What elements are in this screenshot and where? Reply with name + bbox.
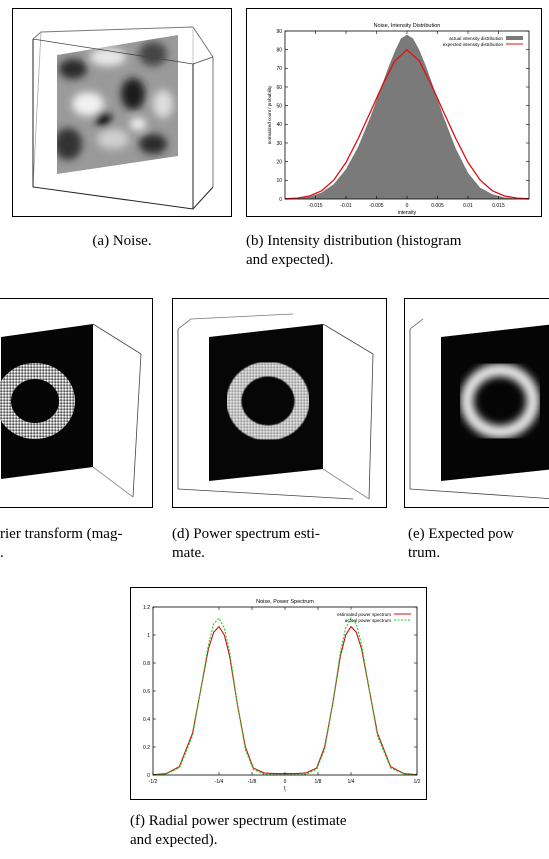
legend-swatch-1 [506,36,523,40]
fourier-magnitude-render [0,323,142,498]
x-tick-label: 0 [406,203,409,209]
y-tick-label: 70 [276,66,282,72]
caption-f-line1: (f) Radial power spectrum (estimate [130,813,347,829]
chart-title: Noise, Power Spectrum [256,599,314,605]
y-tick-label: 0.8 [143,661,150,667]
x-tick-label: 0.005 [431,203,444,209]
panel-fourier-magnitude [0,298,153,508]
y-tick-label: 0.4 [143,717,150,723]
intensity-distribution-chart: -0.015 -0.01 -0.005 0 0.005 0.01 0.015 0 10 20 30 4… [267,23,530,216]
caption-c-line1: rier transform (mag- [0,526,123,542]
panel-intensity-chart: -0.015 -0.01 -0.005 0 0.005 0.01 0.015 0 10 20 30 4… [246,8,542,217]
series-1-area [297,34,517,200]
x-tick-label: -1/8 [248,779,257,785]
x-tick-label: -1/4 [215,779,224,785]
y-tick-label: 50 [276,103,282,109]
caption-a: (a) Noise. [92,233,152,249]
noise-volume-render [32,26,214,210]
panel-power-estimate [172,298,387,508]
y-tick-label: 0 [147,773,150,779]
chart-title: Noise, Intensity Distribution [374,23,441,29]
x-tick-label: 0.015 [492,203,505,209]
caption-b-line2: and expected). [246,252,334,268]
series-2-line [152,617,418,776]
y-tick-label: 90 [276,29,282,35]
y-tick-label: 0.6 [143,689,150,695]
y-tick-label: 20 [276,159,282,165]
y-tick-label: 0.2 [143,745,150,751]
caption-f: (f) Radial power spectrum (estimate and … [130,812,427,850]
plot-frame [152,606,418,776]
panel-noise-volume [12,8,232,217]
x-axis-label: fr [284,786,287,793]
legend-label-2: expected intensity distribution [443,42,504,47]
caption-c-line2: . [0,545,4,561]
legend-label-1: estimated power spectrum [337,612,391,617]
x-tick-label: -0.015 [308,203,322,209]
caption-d: (d) Power spectrum esti- mate. [172,525,387,563]
y-tick-label: 30 [276,141,282,147]
x-tick-label: 0 [284,779,287,785]
y-tick-label: 10 [276,178,282,184]
y-tick-label: 1 [147,633,150,639]
panel-power-chart: -1/2 -1/4 -1/8 0 1/8 1/4 1/2 0 0.2 0.4 0.6 0.8 1 1.2 N… [130,587,427,800]
radial-power-spectrum-chart: -1/2 -1/4 -1/8 0 1/8 1/4 1/2 0 0.2 0.4 0.6 0.8 1 1.2 N… [143,599,421,793]
x-tick-label: 0.01 [463,203,473,209]
x-tick-label: 1/2 [414,779,421,785]
caption-e-line2: trum. [408,545,441,561]
y-tick-label: 1.2 [143,605,150,611]
caption-e: (e) Expected pow trum. [408,525,549,563]
y-axis-label: normalized count / probability [267,85,272,144]
y-tick-label: 60 [276,85,282,91]
power-spectrum-estimate-render [177,313,374,500]
panel-power-expected [404,298,549,508]
x-axis-label: intensity [398,210,417,216]
x-tick-label: -0.005 [369,203,383,209]
caption-e-line1: (e) Expected pow [408,526,514,542]
x-tick-label: 1/4 [348,779,355,785]
caption-d-line1: (d) Power spectrum esti- [172,526,320,542]
caption-c: rier transform (mag- . [0,525,160,563]
y-tick-label: 80 [276,47,282,53]
caption-f-line2: and expected). [130,832,218,848]
x-axis-label-subscript: r [285,789,287,793]
caption-d-line2: mate. [172,545,205,561]
x-tick-label: -0.01 [340,203,352,209]
series-1-line [152,625,418,776]
legend-label-2: actual power spectrum [345,618,391,623]
x-tick-label: 1/8 [315,779,322,785]
series-2-line [284,48,530,200]
caption-b: (b) Intensity distribution (histogram an… [246,232,542,270]
expected-power-spectrum-render [409,318,549,499]
legend-label-1: actual intensity distribution [449,36,503,41]
caption-b-line1: (b) Intensity distribution (histogram [246,233,462,249]
x-tick-label: -1/2 [149,779,158,785]
y-tick-label: 40 [276,122,282,128]
y-tick-label: 0 [279,197,282,203]
